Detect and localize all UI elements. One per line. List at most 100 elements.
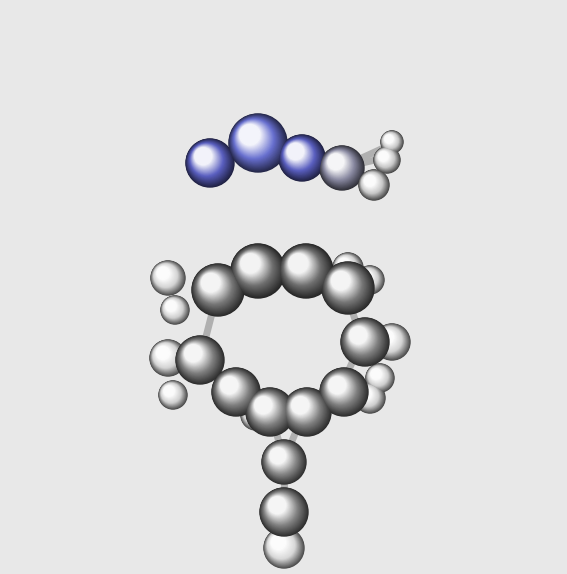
Circle shape xyxy=(165,300,179,314)
Circle shape xyxy=(163,298,184,320)
Circle shape xyxy=(329,269,357,297)
Circle shape xyxy=(268,532,295,559)
Circle shape xyxy=(244,404,262,421)
Circle shape xyxy=(154,344,176,366)
Circle shape xyxy=(281,137,319,175)
Circle shape xyxy=(151,341,183,373)
Circle shape xyxy=(265,492,297,525)
Circle shape xyxy=(285,141,309,165)
Circle shape xyxy=(268,446,291,469)
Circle shape xyxy=(156,266,172,282)
Circle shape xyxy=(185,344,202,362)
Circle shape xyxy=(236,250,271,284)
Circle shape xyxy=(202,274,220,292)
Circle shape xyxy=(377,150,392,165)
Circle shape xyxy=(152,342,181,371)
Circle shape xyxy=(246,405,259,418)
Circle shape xyxy=(151,261,184,294)
Circle shape xyxy=(327,153,348,174)
Circle shape xyxy=(303,404,319,420)
Circle shape xyxy=(163,385,177,399)
Circle shape xyxy=(248,390,288,430)
Circle shape xyxy=(369,367,386,384)
Circle shape xyxy=(327,153,347,173)
Circle shape xyxy=(287,143,305,161)
Circle shape xyxy=(286,251,315,280)
Circle shape xyxy=(361,172,384,195)
Circle shape xyxy=(288,253,311,276)
Circle shape xyxy=(302,403,322,423)
Circle shape xyxy=(286,251,314,279)
Circle shape xyxy=(362,173,383,194)
Circle shape xyxy=(323,263,371,312)
Circle shape xyxy=(232,245,284,296)
Circle shape xyxy=(265,443,299,478)
Circle shape xyxy=(176,336,224,384)
Circle shape xyxy=(330,270,354,294)
Circle shape xyxy=(379,152,388,161)
Circle shape xyxy=(286,142,307,162)
Circle shape xyxy=(232,117,278,164)
Circle shape xyxy=(153,263,180,289)
Circle shape xyxy=(154,344,176,366)
Circle shape xyxy=(359,269,375,285)
Circle shape xyxy=(183,343,206,366)
Circle shape xyxy=(358,386,378,406)
Circle shape xyxy=(304,405,315,417)
Circle shape xyxy=(336,255,357,277)
Circle shape xyxy=(270,448,286,464)
Circle shape xyxy=(181,341,211,372)
Circle shape xyxy=(197,269,231,304)
Circle shape xyxy=(265,443,299,477)
Circle shape xyxy=(264,442,301,478)
Circle shape xyxy=(292,397,308,414)
Circle shape xyxy=(240,125,260,145)
Circle shape xyxy=(376,326,405,355)
Circle shape xyxy=(360,270,374,284)
Circle shape xyxy=(217,373,248,405)
Circle shape xyxy=(162,297,188,323)
Circle shape xyxy=(322,262,374,314)
Circle shape xyxy=(252,394,278,421)
Circle shape xyxy=(265,493,295,523)
Circle shape xyxy=(250,392,284,426)
Circle shape xyxy=(380,330,395,345)
Circle shape xyxy=(344,321,380,358)
Circle shape xyxy=(346,324,375,352)
Circle shape xyxy=(232,117,280,165)
Circle shape xyxy=(177,337,222,382)
Circle shape xyxy=(304,405,317,418)
Circle shape xyxy=(375,148,397,170)
Circle shape xyxy=(284,389,328,433)
Circle shape xyxy=(344,320,383,360)
Circle shape xyxy=(374,324,410,360)
Circle shape xyxy=(184,344,205,364)
Circle shape xyxy=(286,142,307,163)
Circle shape xyxy=(246,405,257,417)
Circle shape xyxy=(195,267,236,308)
Circle shape xyxy=(382,133,400,149)
Circle shape xyxy=(187,140,231,184)
Circle shape xyxy=(268,497,287,515)
Circle shape xyxy=(367,364,392,390)
Circle shape xyxy=(378,328,399,349)
Circle shape xyxy=(348,325,371,348)
Circle shape xyxy=(265,493,295,523)
Circle shape xyxy=(323,263,371,311)
Circle shape xyxy=(194,267,238,309)
Circle shape xyxy=(237,122,268,153)
Circle shape xyxy=(283,248,324,289)
Circle shape xyxy=(265,530,300,564)
Circle shape xyxy=(376,149,395,168)
Circle shape xyxy=(369,367,388,386)
Circle shape xyxy=(377,327,402,352)
Circle shape xyxy=(371,369,381,379)
Circle shape xyxy=(269,497,286,514)
Circle shape xyxy=(201,273,222,294)
Circle shape xyxy=(366,364,394,392)
Circle shape xyxy=(199,272,226,298)
Circle shape xyxy=(161,296,189,324)
Circle shape xyxy=(238,251,267,280)
Circle shape xyxy=(323,263,373,312)
Circle shape xyxy=(378,150,391,164)
